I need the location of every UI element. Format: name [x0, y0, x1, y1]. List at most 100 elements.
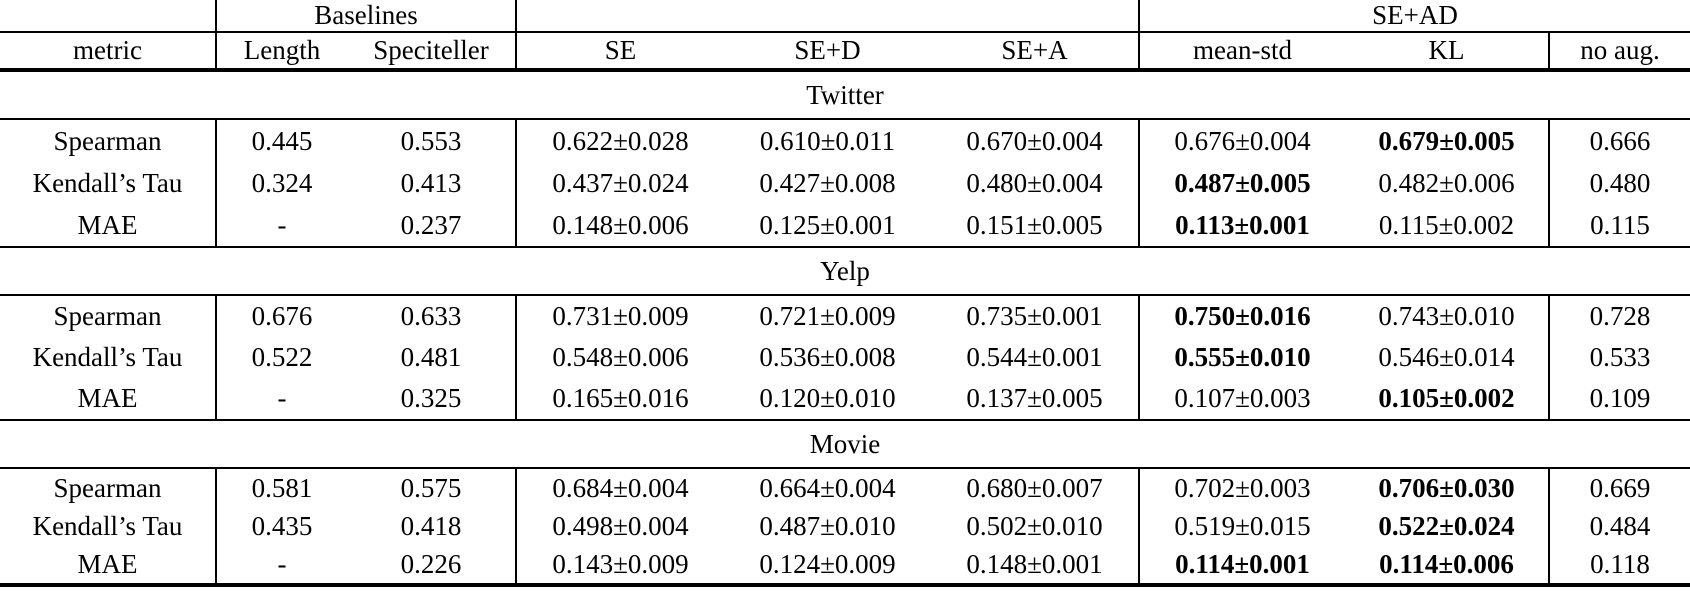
cell-length: 0.522	[251, 342, 313, 372]
group-header-row: Baselines SE+AD	[0, 0, 1690, 33]
cell-se: 0.498±0.004	[552, 510, 689, 541]
cell-metric-label: Kendall’s Tau	[0, 162, 217, 204]
cell-no-aug: 0.669	[1589, 472, 1651, 503]
cell-no-aug: 0.115	[1590, 209, 1650, 240]
column-header-row: metric Length Speciteller SE SE+D SE+A m…	[0, 33, 1690, 72]
section-rows: Spearman 0.581 0.575 0.684±0.004 0.664±0…	[0, 469, 1690, 587]
cell-length: 0.581	[251, 472, 313, 503]
cell-se: 0.165±0.016	[552, 383, 689, 413]
section-rows: Spearman 0.676 0.633 0.731±0.009 0.721±0…	[0, 296, 1690, 421]
cell-se: 0.143±0.009	[552, 548, 689, 579]
cell-se: 0.622±0.028	[552, 125, 689, 156]
cell-kl: 0.105±0.002	[1345, 378, 1550, 419]
column-header-kl: KL	[1345, 33, 1550, 68]
cell-se-d: 0.125±0.001	[759, 209, 896, 240]
cell-kl: 0.546±0.014	[1345, 337, 1550, 378]
cell-metric-label: Kendall’s Tau	[0, 337, 217, 378]
cell-metric-label: Spearman	[0, 469, 217, 507]
cell-metric-label: MAE	[0, 378, 217, 419]
table-row: Kendall’s Tau 0.324 0.413 0.437±0.024 0.…	[0, 162, 1690, 204]
cell-speciteller: 0.481	[347, 337, 517, 378]
cell-no-aug: 0.728	[1589, 301, 1651, 331]
cell-metric-label: Spearman	[0, 296, 217, 337]
column-header-se: SE	[604, 35, 637, 65]
section-header-row: Twitter	[0, 72, 1690, 120]
section-header-row: Movie	[0, 421, 1690, 469]
table-row: Spearman 0.581 0.575 0.684±0.004 0.664±0…	[0, 469, 1690, 507]
cell-metric-label: MAE	[0, 545, 217, 583]
cell-length: 0.435	[251, 510, 313, 541]
cell-se-d: 0.664±0.004	[759, 472, 896, 503]
column-header-speciteller: Speciteller	[347, 33, 517, 68]
cell-length: -	[277, 548, 287, 579]
cell-se-d: 0.536±0.008	[759, 342, 896, 372]
column-header-mean-std: mean-std	[1193, 35, 1292, 65]
cell-se-a: 0.680±0.007	[931, 469, 1140, 507]
dataset-sections: Twitter Spearman 0.445 0.553 0.622±0.028…	[0, 72, 1690, 587]
cell-se-d: 0.610±0.011	[759, 125, 896, 156]
column-header-no-aug: no aug.	[1580, 35, 1660, 65]
cell-se-a: 0.137±0.005	[931, 378, 1140, 419]
cell-se-d: 0.120±0.010	[759, 383, 896, 413]
cell-mean-std: 0.113±0.001	[1175, 209, 1310, 240]
table-row: Spearman 0.445 0.553 0.622±0.028 0.610±0…	[0, 120, 1690, 162]
cell-kl: 0.115±0.002	[1345, 204, 1550, 246]
table-row: Kendall’s Tau 0.522 0.481 0.548±0.006 0.…	[0, 337, 1690, 378]
cell-no-aug: 0.109	[1589, 383, 1651, 413]
cell-speciteller: 0.413	[347, 162, 517, 204]
cell-mean-std: 0.676±0.004	[1174, 125, 1311, 156]
dataset-section: Twitter Spearman 0.445 0.553 0.622±0.028…	[0, 72, 1690, 248]
cell-kl: 0.679±0.005	[1345, 120, 1550, 162]
column-header-se-a: SE+A	[931, 33, 1140, 68]
cell-se-a: 0.480±0.004	[931, 162, 1140, 204]
cell-mean-std: 0.702±0.003	[1174, 472, 1311, 503]
table-row: Spearman 0.676 0.633 0.731±0.009 0.721±0…	[0, 296, 1690, 337]
cell-no-aug: 0.484	[1589, 510, 1651, 541]
column-header-length: Length	[243, 35, 321, 65]
cell-se: 0.548±0.006	[552, 342, 689, 372]
cell-mean-std: 0.519±0.015	[1174, 510, 1311, 541]
cell-kl: 0.482±0.006	[1345, 162, 1550, 204]
cell-se: 0.148±0.006	[552, 209, 689, 240]
group-header-baselines: Baselines	[217, 0, 517, 31]
cell-mean-std: 0.107±0.003	[1174, 383, 1311, 413]
cell-metric-label: Kendall’s Tau	[0, 507, 217, 545]
cell-kl: 0.706±0.030	[1345, 469, 1550, 507]
cell-kl: 0.743±0.010	[1345, 296, 1550, 337]
group-header-empty-se	[517, 0, 1140, 31]
group-header-empty-metric	[0, 0, 217, 31]
cell-metric-label: Spearman	[0, 120, 217, 162]
cell-se-d: 0.427±0.008	[759, 167, 896, 198]
cell-mean-std: 0.750±0.016	[1174, 301, 1311, 331]
cell-se-a: 0.502±0.010	[931, 507, 1140, 545]
dataset-section: Movie Spearman 0.581 0.575 0.684±0.004 0…	[0, 421, 1690, 587]
section-rows: Spearman 0.445 0.553 0.622±0.028 0.610±0…	[0, 120, 1690, 248]
cell-se: 0.437±0.024	[552, 167, 689, 198]
table-row: Kendall’s Tau 0.435 0.418 0.498±0.004 0.…	[0, 507, 1690, 545]
cell-metric-label: MAE	[0, 204, 217, 246]
dataset-section: Yelp Spearman 0.676 0.633 0.731±0.009 0.…	[0, 248, 1690, 421]
cell-no-aug: 0.533	[1589, 342, 1651, 372]
cell-se-a: 0.544±0.001	[931, 337, 1140, 378]
cell-no-aug: 0.118	[1590, 548, 1650, 579]
cell-length: -	[277, 383, 287, 413]
cell-no-aug: 0.480	[1589, 167, 1651, 198]
section-header-row: Yelp	[0, 248, 1690, 296]
cell-length: 0.324	[251, 167, 313, 198]
cell-speciteller: 0.575	[347, 469, 517, 507]
cell-speciteller: 0.237	[347, 204, 517, 246]
cell-mean-std: 0.487±0.005	[1174, 167, 1311, 198]
table-row: MAE - 0.226 0.143±0.009 0.124±0.009 0.14…	[0, 545, 1690, 583]
cell-se: 0.684±0.004	[552, 472, 689, 503]
cell-se-a: 0.735±0.001	[931, 296, 1140, 337]
dataset-title: Movie	[809, 428, 881, 459]
dataset-title: Yelp	[820, 255, 870, 286]
cell-se-d: 0.487±0.010	[759, 510, 896, 541]
cell-se-d: 0.721±0.009	[759, 301, 896, 331]
cell-se-d: 0.124±0.009	[759, 548, 896, 579]
cell-mean-std: 0.114±0.001	[1175, 548, 1310, 579]
table-row: MAE - 0.237 0.148±0.006 0.125±0.001 0.15…	[0, 204, 1690, 246]
cell-speciteller: 0.633	[347, 296, 517, 337]
column-header-se-d: SE+D	[794, 35, 861, 65]
